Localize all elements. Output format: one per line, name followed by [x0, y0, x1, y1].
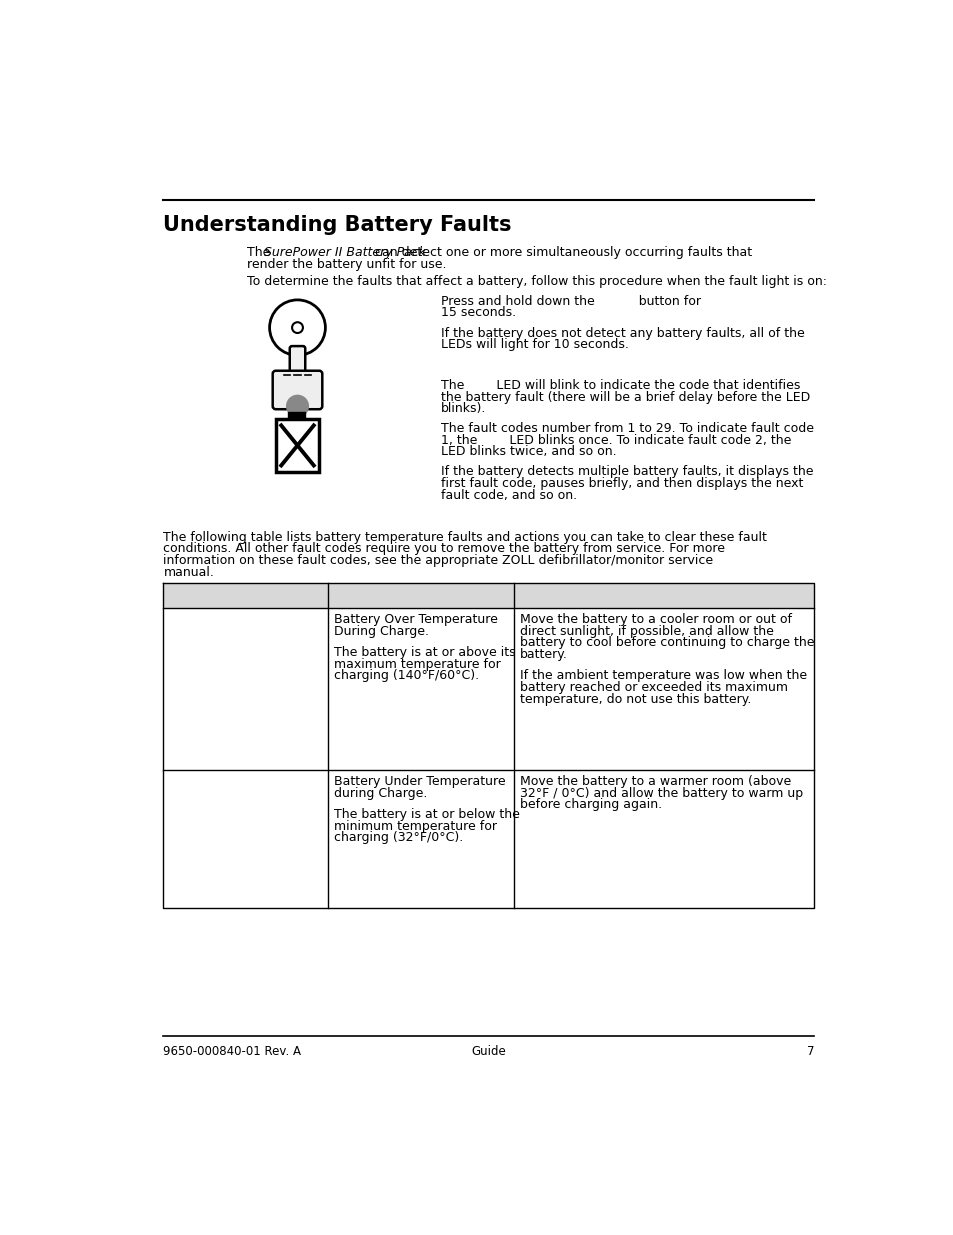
Bar	[288, 412, 305, 419]
Text: minimum temperature for: minimum temperature for	[334, 820, 497, 832]
Text: 9650-000840-01 Rev. A: 9650-000840-01 Rev. A	[163, 1045, 301, 1058]
Text: During Charge.: During Charge.	[334, 625, 429, 637]
Text: information on these fault codes, see the appropriate ZOLL defibrillator/monitor: information on these fault codes, see th…	[163, 555, 713, 567]
Text: maximum temperature for: maximum temperature for	[334, 658, 500, 671]
Text: Battery Under Temperature: Battery Under Temperature	[334, 776, 505, 788]
Text: 15 seconds.: 15 seconds.	[440, 306, 516, 319]
Text: The following table lists battery temperature faults and actions you can take to: The following table lists battery temper…	[163, 531, 766, 543]
Text: If the battery does not detect any battery faults, all of the: If the battery does not detect any batte…	[440, 327, 803, 340]
Text: 32°F / 0°C) and allow the battery to warm up: 32°F / 0°C) and allow the battery to war…	[519, 787, 802, 799]
Text: battery to cool before continuing to charge the: battery to cool before continuing to cha…	[519, 636, 814, 650]
Text: first fault code, pauses briefly, and then displays the next: first fault code, pauses briefly, and th…	[440, 477, 802, 490]
Text: Press and hold down the           button for: Press and hold down the button for	[440, 294, 700, 308]
Text: 7: 7	[806, 1045, 814, 1058]
Bar	[275, 419, 319, 472]
Text: temperature, do not use this battery.: temperature, do not use this battery.	[519, 693, 751, 705]
Text: battery.: battery.	[519, 648, 567, 661]
Text: direct sunlight, if possible, and allow the: direct sunlight, if possible, and allow …	[519, 625, 773, 637]
Text: If the ambient temperature was low when the: If the ambient temperature was low when …	[519, 669, 806, 683]
Text: charging (32°F/0°C).: charging (32°F/0°C).	[334, 831, 463, 845]
Text: SurePower II Battery Pack: SurePower II Battery Pack	[264, 246, 426, 259]
Text: The fault codes number from 1 to 29. To indicate fault code: The fault codes number from 1 to 29. To …	[440, 422, 813, 435]
Text: manual.: manual.	[163, 566, 214, 578]
Text: To determine the faults that affect a battery, follow this procedure when the fa: To determine the faults that affect a ba…	[247, 275, 826, 288]
Text: Guide: Guide	[471, 1045, 506, 1058]
Text: Understanding Battery Faults: Understanding Battery Faults	[163, 215, 512, 235]
Text: The battery is at or below the: The battery is at or below the	[334, 808, 519, 821]
Text: the battery fault (there will be a brief delay before the LED: the battery fault (there will be a brief…	[440, 390, 809, 404]
Text: If the battery detects multiple battery faults, it displays the: If the battery detects multiple battery …	[440, 466, 813, 478]
FancyBboxPatch shape	[290, 346, 305, 378]
Circle shape	[286, 395, 308, 417]
Bar	[163, 583, 814, 608]
Text: render the battery unfit for use.: render the battery unfit for use.	[247, 258, 446, 270]
Text: The battery is at or above its: The battery is at or above its	[334, 646, 515, 659]
Text: Battery Over Temperature: Battery Over Temperature	[334, 614, 497, 626]
Text: Move the battery to a warmer room (above: Move the battery to a warmer room (above	[519, 776, 790, 788]
Text: The: The	[247, 246, 274, 259]
Text: The        LED will blink to indicate the code that identifies: The LED will blink to indicate the code …	[440, 379, 800, 393]
Text: can detect one or more simultaneously occurring faults that: can detect one or more simultaneously oc…	[371, 246, 752, 259]
Text: blinks).: blinks).	[440, 403, 486, 415]
Text: before charging again.: before charging again.	[519, 798, 661, 811]
Text: charging (140°F/60°C).: charging (140°F/60°C).	[334, 669, 478, 683]
Text: 1, the        LED blinks once. To indicate fault code 2, the: 1, the LED blinks once. To indicate faul…	[440, 433, 790, 447]
Text: LEDs will light for 10 seconds.: LEDs will light for 10 seconds.	[440, 338, 628, 352]
Text: during Charge.: during Charge.	[334, 787, 427, 799]
Text: battery reached or exceeded its maximum: battery reached or exceeded its maximum	[519, 680, 787, 694]
Text: conditions. All other fault codes require you to remove the battery from service: conditions. All other fault codes requir…	[163, 542, 724, 556]
Text: Move the battery to a cooler room or out of: Move the battery to a cooler room or out…	[519, 614, 791, 626]
Text: fault code, and so on.: fault code, and so on.	[440, 489, 577, 501]
Text: LED blinks twice, and so on.: LED blinks twice, and so on.	[440, 446, 616, 458]
FancyBboxPatch shape	[273, 370, 322, 409]
